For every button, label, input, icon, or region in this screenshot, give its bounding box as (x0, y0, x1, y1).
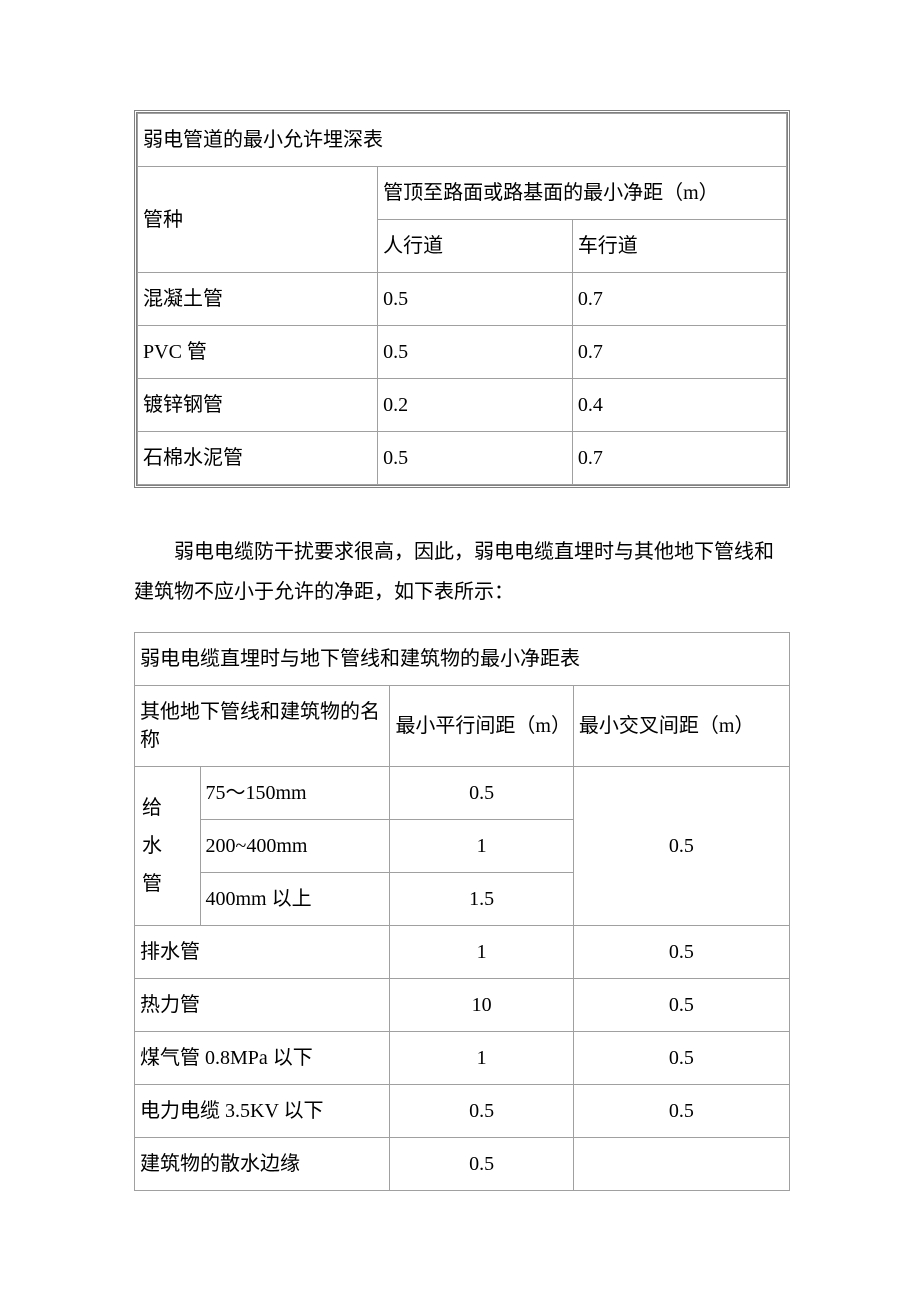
table2-row-parallel: 1 (390, 1032, 573, 1085)
table2-row-parallel: 1 (390, 926, 573, 979)
table2-water-parallel: 1 (390, 820, 573, 873)
table2-row-parallel: 0.5 (390, 1138, 573, 1191)
table2-water-size: 75～150mm (200, 767, 390, 820)
table2-row-parallel: 10 (390, 979, 573, 1032)
table2-water-size: 400mm 以上 (200, 873, 390, 926)
table2: 弱电电缆直埋时与地下管线和建筑物的最小净距表 其他地下管线和建筑物的名称 最小平… (134, 632, 790, 1191)
table1-cell: 石棉水泥管 (138, 432, 378, 485)
table2-header-cross: 最小交叉间距（m） (573, 686, 789, 767)
table1-row: PVC 管0.50.7 (138, 326, 787, 379)
table2-row-cross: 0.5 (573, 979, 789, 1032)
table2-water-size: 200~400mm (200, 820, 390, 873)
table1-header-row1: 管种 管顶至路面或路基面的最小净距（m） (138, 167, 787, 220)
table2-row: 热力管100.5 (135, 979, 790, 1032)
table1-cell: 0.5 (378, 432, 573, 485)
table1-subheader-0: 人行道 (378, 220, 573, 273)
table2-header-row: 其他地下管线和建筑物的名称 最小平行间距（m） 最小交叉间距（m） (135, 686, 790, 767)
table2-row-name: 电力电缆 3.5KV 以下 (135, 1085, 390, 1138)
table1-cell: 0.7 (572, 432, 786, 485)
document-page: 弱电管道的最小允许埋深表 管种 管顶至路面或路基面的最小净距（m） 人行道 车行… (0, 0, 920, 1291)
table1-cell: 混凝土管 (138, 273, 378, 326)
table1-cell: 0.4 (572, 379, 786, 432)
table2-row-name: 热力管 (135, 979, 390, 1032)
table2-water-group-label: 给 水 管 (135, 767, 201, 926)
table1-wrapper: 弱电管道的最小允许埋深表 管种 管顶至路面或路基面的最小净距（m） 人行道 车行… (134, 110, 790, 488)
table1-row: 混凝土管0.50.7 (138, 273, 787, 326)
table1-cell: 0.5 (378, 273, 573, 326)
table2-row-name: 煤气管 0.8MPa 以下 (135, 1032, 390, 1085)
table1-title: 弱电管道的最小允许埋深表 (138, 114, 787, 167)
table1-subheader-1: 车行道 (572, 220, 786, 273)
table1-col1-header: 管种 (138, 167, 378, 273)
table1-cell: 0.7 (572, 326, 786, 379)
table1-row: 石棉水泥管0.50.7 (138, 432, 787, 485)
table2-row-cross: 0.5 (573, 1032, 789, 1085)
table2-title: 弱电电缆直埋时与地下管线和建筑物的最小净距表 (135, 633, 790, 686)
table2-row: 排水管10.5 (135, 926, 790, 979)
table1: 弱电管道的最小允许埋深表 管种 管顶至路面或路基面的最小净距（m） 人行道 车行… (137, 113, 787, 485)
table2-row-name: 排水管 (135, 926, 390, 979)
table2-header-parallel: 最小平行间距（m） (390, 686, 573, 767)
table2-water-cross: 0.5 (573, 767, 789, 926)
table2-header-name: 其他地下管线和建筑物的名称 (135, 686, 390, 767)
table1-cell: 0.2 (378, 379, 573, 432)
table1-cell: 0.5 (378, 326, 573, 379)
table2-row-cross: 0.5 (573, 926, 789, 979)
table1-title-row: 弱电管道的最小允许埋深表 (138, 114, 787, 167)
table2-row-name: 建筑物的散水边缘 (135, 1138, 390, 1191)
table1-group-header: 管顶至路面或路基面的最小净距（m） (378, 167, 787, 220)
table2-row: 电力电缆 3.5KV 以下0.50.5 (135, 1085, 790, 1138)
table2-row: 建筑物的散水边缘0.5 (135, 1138, 790, 1191)
table1-cell: PVC 管 (138, 326, 378, 379)
table2-water-parallel: 1.5 (390, 873, 573, 926)
table2-row: 煤气管 0.8MPa 以下10.5 (135, 1032, 790, 1085)
table2-title-row: 弱电电缆直埋时与地下管线和建筑物的最小净距表 (135, 633, 790, 686)
table2-water-row: 给 水 管75～150mm0.50.5 (135, 767, 790, 820)
table2-row-parallel: 0.5 (390, 1085, 573, 1138)
table2-row-cross: 0.5 (573, 1085, 789, 1138)
table2-row-cross (573, 1138, 789, 1191)
table1-row: 镀锌钢管0.20.4 (138, 379, 787, 432)
paragraph: 弱电电缆防干扰要求很高，因此，弱电电缆直埋时与其他地下管线和建筑物不应小于允许的… (134, 532, 790, 612)
table2-water-parallel: 0.5 (390, 767, 573, 820)
table1-cell: 0.7 (572, 273, 786, 326)
table1-cell: 镀锌钢管 (138, 379, 378, 432)
